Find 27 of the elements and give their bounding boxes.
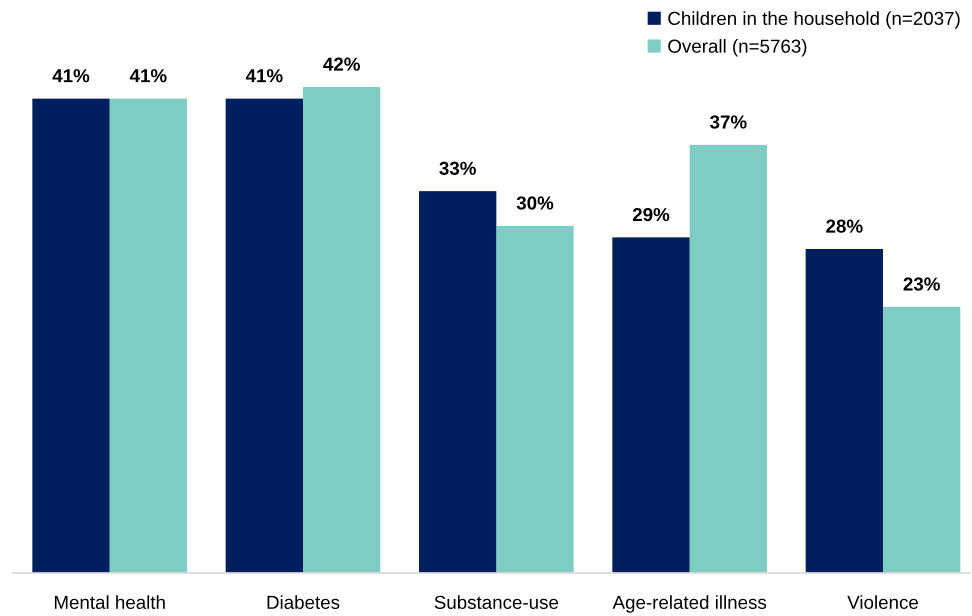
bar <box>612 237 690 573</box>
data-label: 41% <box>52 69 90 82</box>
x-tick-label: Substance-use <box>434 595 558 609</box>
bar <box>496 226 574 573</box>
data-label: 41% <box>246 69 283 82</box>
data-label: 33% <box>439 162 476 175</box>
legend-label: Children in the household (n=2037) <box>668 11 960 29</box>
data-label: 41% <box>130 69 167 82</box>
bar <box>32 98 110 573</box>
bar <box>806 248 883 573</box>
bar <box>303 86 380 573</box>
data-label: 29% <box>632 208 670 222</box>
data-label: 23% <box>904 277 940 291</box>
x-tick-label: Mental health <box>54 595 165 609</box>
data-label: 30% <box>516 196 554 210</box>
bar <box>419 191 496 573</box>
data-label: 42% <box>323 58 360 71</box>
x-tick-label: Violence <box>847 595 918 609</box>
legend-label: Overall (n=5763) <box>668 39 806 57</box>
x-tick-label: Diabetes <box>268 595 340 609</box>
x-tick-label: Age-related illness <box>612 595 766 613</box>
bar <box>883 306 960 573</box>
data-label: 28% <box>826 220 863 233</box>
bar <box>110 98 187 573</box>
data-label: 37% <box>710 115 747 129</box>
bar <box>690 144 767 573</box>
bar <box>226 98 303 573</box>
